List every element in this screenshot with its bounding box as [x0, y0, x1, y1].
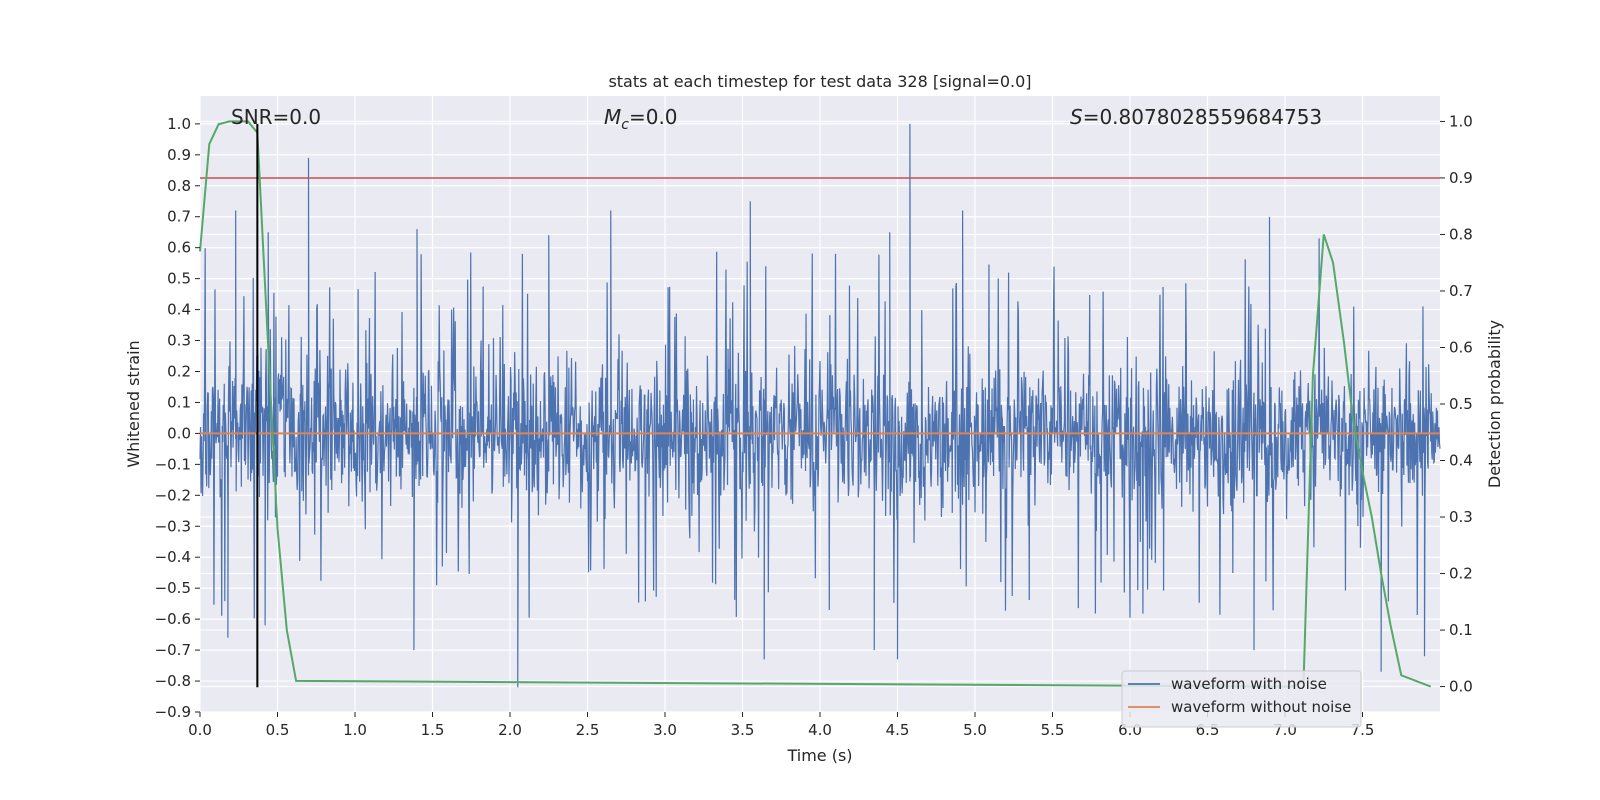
x-tick-label: 5.0 [963, 721, 987, 739]
y-right-tick-label: 0.6 [1449, 338, 1473, 356]
y-axis-left-label: Whitened strain [124, 340, 143, 467]
y-left-tick-label: 0.6 [167, 239, 191, 257]
series-waveform-with-noise [199, 123, 1441, 688]
y-left-tick-label: −0.6 [155, 610, 191, 628]
x-tick-label: 1.0 [343, 721, 367, 739]
y-left-tick-label: −0.7 [155, 641, 191, 659]
y-left-tick-label: 0.3 [167, 332, 191, 350]
y-left-tick-label: −0.4 [155, 548, 191, 566]
y-left-tick-label: 0.1 [167, 393, 191, 411]
x-tick-label: 4.0 [808, 721, 832, 739]
y-right-tick-label: 0.8 [1449, 225, 1473, 243]
y-left-tick-label: −0.8 [155, 672, 191, 690]
y-left-tick-label: 0.5 [167, 270, 191, 288]
y-axis-right-label: Detection probability [1485, 320, 1504, 488]
y-left-tick-label: −0.5 [155, 579, 191, 597]
y-left-tick-label: −0.1 [155, 455, 191, 473]
y-left-tick-label: 1.0 [167, 115, 191, 133]
x-tick-label: 4.5 [886, 721, 910, 739]
y-right-tick-label: 0.7 [1449, 282, 1473, 300]
x-tick-label: 2.5 [576, 721, 600, 739]
x-axis-label: Time (s) [786, 746, 852, 765]
y-right-tick-label: 0.9 [1449, 169, 1473, 187]
y-right-tick-label: 0.0 [1449, 678, 1473, 696]
y-right-tick-label: 0.3 [1449, 508, 1473, 526]
y-right-tick-label: 0.5 [1449, 395, 1473, 413]
y-left-tick-label: 0.9 [167, 146, 191, 164]
legend-box [1121, 670, 1362, 728]
legend: waveform with noise waveform without noi… [1121, 670, 1362, 728]
x-tick-label: 3.5 [731, 721, 755, 739]
snr-annotation: SNR=0.0 [231, 105, 321, 129]
x-tick-label: 5.5 [1041, 721, 1065, 739]
y-left-tick-label: −0.2 [155, 486, 191, 504]
waveform-with-noise-line [199, 123, 1441, 688]
y-axis-left-ticks: −0.9 −0.8 −0.7 −0.6 −0.5 −0.4 −0.3 −0.2 −0.1 0.0 0… [155, 115, 200, 721]
legend-label-waveform-without-noise: waveform without noise [1171, 698, 1351, 716]
y-axis-right-ticks: 0.0 0.1 0.2 0.3 0.4 0.5 0.6 0.7 0.8 0.9 1.0 [1440, 112, 1473, 696]
legend-label-waveform-with-noise: waveform with noise [1171, 675, 1327, 693]
y-left-tick-label: 0.7 [167, 208, 191, 226]
y-right-tick-label: 1.0 [1449, 112, 1473, 130]
s-annotation: S=0.8078028559684753 [1070, 105, 1322, 129]
chart-title: stats at each timestep for test data 328… [608, 72, 1031, 91]
y-left-tick-label: 0.8 [167, 177, 191, 195]
mc-annotation: Mc=0.0 [604, 105, 678, 133]
y-left-tick-label: 0.0 [167, 424, 191, 442]
y-left-tick-label: −0.9 [155, 703, 191, 721]
y-left-tick-label: 0.2 [167, 362, 191, 380]
y-left-tick-label: −0.3 [155, 517, 191, 535]
x-tick-label: 0.5 [266, 721, 290, 739]
x-tick-label: 3.0 [653, 721, 677, 739]
x-tick-label: 0.0 [188, 721, 212, 739]
y-right-tick-label: 0.1 [1449, 621, 1473, 639]
y-right-tick-label: 0.2 [1449, 565, 1473, 583]
y-left-tick-label: 0.4 [167, 301, 191, 319]
x-tick-label: 2.0 [498, 721, 522, 739]
x-tick-label: 1.5 [421, 721, 445, 739]
y-right-tick-label: 0.4 [1449, 452, 1473, 470]
